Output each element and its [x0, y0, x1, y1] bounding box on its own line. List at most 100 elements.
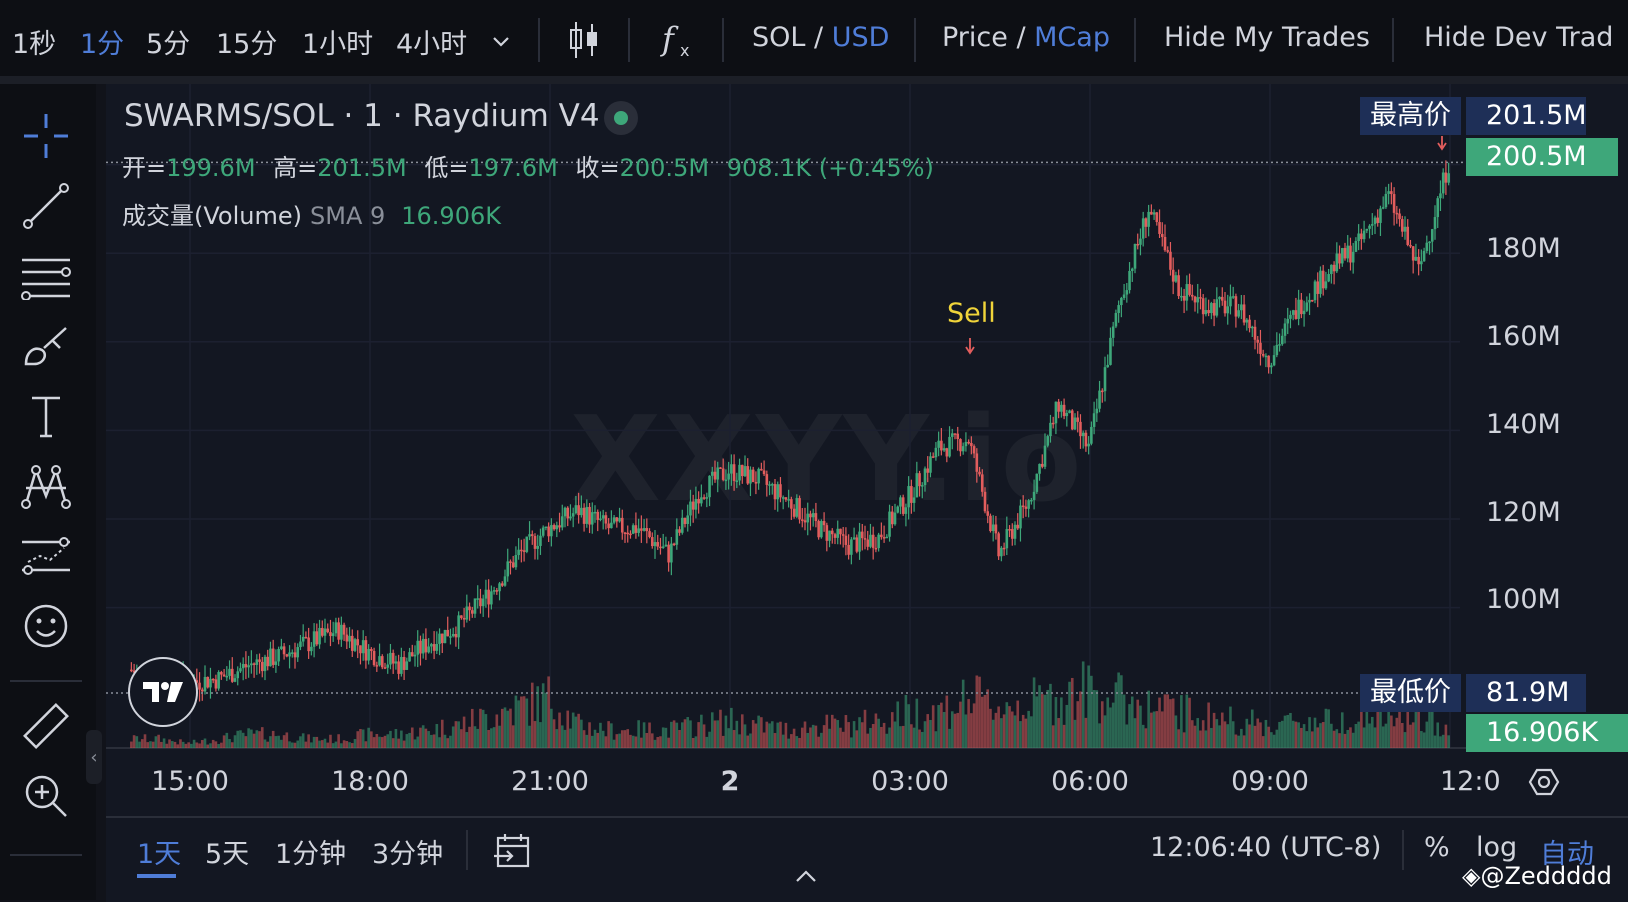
- volume-bar: [1370, 716, 1374, 748]
- volume-bar: [342, 740, 346, 748]
- candle-body: [1370, 224, 1374, 226]
- candle-body: [506, 561, 510, 577]
- toolbar-divider: [466, 830, 468, 870]
- candle-body: [326, 628, 330, 633]
- tradingview-logo[interactable]: [128, 657, 198, 727]
- hide-dev-trades-button[interactable]: Hide Dev Trad: [1424, 22, 1614, 53]
- volume-bar: [784, 722, 788, 748]
- timeframe-1h[interactable]: 1小时: [302, 29, 374, 60]
- range-1min[interactable]: 1分钟: [275, 839, 347, 870]
- volume-bar: [754, 723, 758, 748]
- volume-bar: [683, 719, 687, 748]
- candle-body: [239, 668, 242, 672]
- volume-bar: [146, 742, 150, 748]
- candle-body: [803, 520, 807, 523]
- candle-body: [1316, 281, 1320, 294]
- volume-bar: [410, 727, 414, 748]
- volume-bar: [1109, 707, 1112, 748]
- candle-body: [792, 508, 796, 517]
- candle-body: [1259, 342, 1262, 354]
- volume-bar: [1387, 699, 1390, 748]
- volume-bar: [266, 741, 270, 748]
- range-3min[interactable]: 3分钟: [372, 839, 444, 870]
- volume-bar: [236, 730, 240, 748]
- price-mcap-toggle[interactable]: Price / MCap: [942, 22, 1110, 53]
- candle-body: [828, 530, 831, 541]
- auto-scale-toggle[interactable]: 自动: [1540, 839, 1594, 870]
- volume-bar: [397, 738, 400, 748]
- text-tool-icon[interactable]: [18, 388, 74, 444]
- candle-body: [288, 652, 291, 657]
- candle-body: [408, 652, 411, 662]
- candle-body: [667, 544, 670, 563]
- smiley-icon[interactable]: [18, 598, 74, 654]
- volume-bar: [151, 741, 155, 748]
- candle-body: [1125, 290, 1129, 295]
- goto-date-icon[interactable]: [492, 832, 532, 876]
- collapse-toolbar-button[interactable]: ‹: [86, 730, 102, 784]
- range-5d[interactable]: 5天: [205, 839, 250, 870]
- volume-bar: [1444, 724, 1448, 748]
- volume-bar: [1040, 694, 1044, 748]
- timeframe-4h[interactable]: 4小时: [396, 29, 468, 60]
- brush-icon[interactable]: [18, 318, 74, 374]
- candle-body: [282, 646, 286, 655]
- currency-toggle[interactable]: SOL / USD: [752, 22, 889, 53]
- volume-bar: [181, 741, 185, 748]
- percent-scale-toggle[interactable]: %: [1424, 832, 1450, 863]
- timeframe-15m[interactable]: 15分: [216, 29, 278, 60]
- volume-bar: [588, 722, 591, 748]
- candle-body: [1106, 364, 1110, 368]
- forecast-tool-icon[interactable]: [18, 528, 74, 584]
- candle-body: [1188, 284, 1191, 295]
- range-1d[interactable]: 1天: [137, 839, 182, 870]
- zoom-in-icon[interactable]: [18, 768, 74, 824]
- candle-body: [560, 516, 564, 528]
- candle-body: [378, 656, 381, 666]
- timeframe-1s[interactable]: 1秒: [12, 29, 57, 60]
- candle-body: [860, 531, 864, 539]
- diamond-icon: ◈: [1462, 862, 1481, 890]
- candle-body: [200, 689, 204, 692]
- fib-retracement-icon[interactable]: [18, 248, 74, 304]
- volume-bar: [495, 714, 499, 748]
- candle-body: [1016, 524, 1020, 529]
- volume-bar: [296, 740, 300, 748]
- candle-body: [1430, 229, 1434, 242]
- candle-body: [648, 531, 651, 538]
- chevron-up-icon[interactable]: [794, 868, 818, 888]
- candlestick-type-icon[interactable]: [568, 20, 600, 64]
- candle-body: [1185, 284, 1189, 301]
- candle-body: [500, 583, 504, 586]
- candle-body: [547, 526, 550, 537]
- volume-bar: [749, 733, 752, 748]
- candle-body: [1166, 250, 1170, 252]
- crosshair-icon[interactable]: [18, 108, 74, 164]
- candle-body: [942, 448, 946, 451]
- ruler-icon[interactable]: [18, 698, 74, 754]
- volume-bar: [217, 743, 220, 748]
- volume-bar: [746, 735, 750, 748]
- candle-body: [604, 515, 608, 524]
- volume-bar: [200, 740, 204, 748]
- candle-body: [1117, 305, 1120, 313]
- timeframe-1m[interactable]: 1分: [80, 29, 125, 60]
- candle-body: [509, 561, 512, 563]
- log-scale-toggle[interactable]: log: [1476, 832, 1518, 863]
- settings-gear-icon[interactable]: [1528, 766, 1560, 802]
- volume-bar: [670, 721, 673, 748]
- candle-body: [419, 640, 422, 654]
- hide-my-trades-button[interactable]: Hide My Trades: [1164, 22, 1370, 53]
- volume-bar: [299, 736, 302, 748]
- volume-bar: [1313, 717, 1317, 748]
- volume-bar: [1210, 727, 1213, 748]
- candle-body: [1122, 294, 1126, 298]
- trend-line-icon[interactable]: [18, 178, 74, 234]
- volume-bar: [1272, 734, 1276, 748]
- timeframe-5m[interactable]: 5分: [146, 29, 191, 60]
- volume-bar: [920, 731, 924, 748]
- chevron-down-icon[interactable]: [490, 30, 512, 56]
- pattern-tool-icon[interactable]: [18, 458, 74, 514]
